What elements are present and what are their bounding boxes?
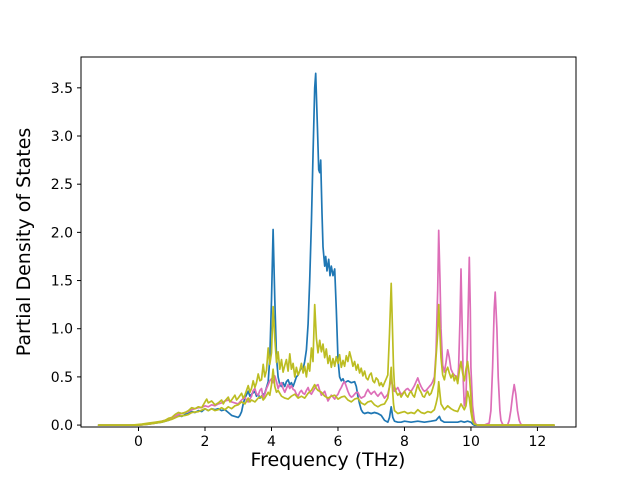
pdos-olive-upper-line xyxy=(97,282,555,426)
axes-spines xyxy=(80,56,577,428)
y-tick-label: 3.0 xyxy=(51,129,73,145)
y-axis-label: Partial Density of States xyxy=(13,128,35,357)
x-tick-label: 8 xyxy=(400,434,409,450)
series-lines-group xyxy=(97,72,555,426)
x-tick-label: 6 xyxy=(334,434,343,450)
pdos-pink-line xyxy=(97,229,555,426)
y-tick-label: 2.0 xyxy=(51,225,73,241)
x-tick-label: 10 xyxy=(462,434,480,450)
x-tick-label: 2 xyxy=(201,434,210,450)
x-tick-label: 4 xyxy=(267,434,276,450)
y-tick-label: 0.0 xyxy=(51,418,73,434)
plot-area xyxy=(81,57,576,427)
x-tick-label: 0 xyxy=(134,434,143,450)
y-tick-label: 1.5 xyxy=(51,274,73,290)
y-tick-label: 1.0 xyxy=(51,322,73,338)
pdos-blue-line xyxy=(97,72,555,426)
pdos-olive-lower-line xyxy=(97,366,555,426)
y-tick-label: 3.5 xyxy=(51,81,73,97)
y-tick-label: 0.5 xyxy=(51,370,73,386)
y-axis-ticks: 0.0 0.5 1.0 1.5 2.0 2.5 3.0 3.5 xyxy=(51,81,81,434)
x-axis-ticks: 0 2 4 6 8 10 12 xyxy=(134,427,546,450)
y-tick-label: 2.5 xyxy=(51,177,73,193)
x-tick-label: 12 xyxy=(529,434,547,450)
x-axis-label: Frequency (THz) xyxy=(251,449,406,471)
